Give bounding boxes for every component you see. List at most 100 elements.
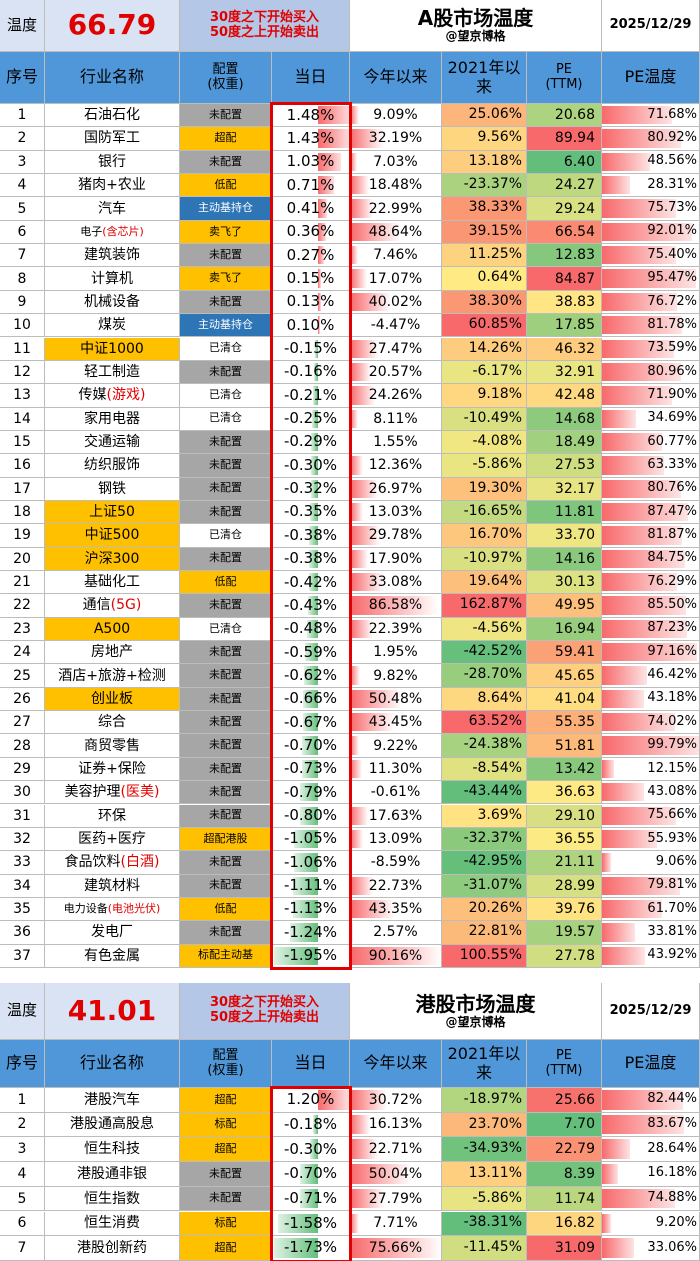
title-cell: A股市场温度 @望京博格 [350,0,602,52]
pe: 25.66 [527,1088,602,1113]
config: 未配置 [209,1166,242,1180]
column-header: 当日 [294,67,327,87]
industry: 电子 (含芯片) [45,220,180,245]
pe-temp-bar [602,1114,684,1135]
daily-value: -1.05% [283,829,338,848]
row-index: 13 [0,384,45,408]
pe-temp-bar [602,246,676,265]
row-index: 11 [13,340,31,357]
daily-bar [303,689,318,709]
pe: 31.09 [527,1236,602,1261]
pe-temp-value: 43.92% [647,947,697,963]
since-2021: -11.45% [442,1236,527,1261]
config: 未配置 [209,878,242,892]
ytd: 2.57% [350,921,442,945]
since-2021-value: -42.52% [463,643,522,660]
ytd: 7.46% [350,244,442,268]
row-index: 18 [13,504,31,521]
config: 未配置 [180,104,272,128]
column-header: PE温度 [602,1040,700,1088]
ytd-value: 22.99% [368,200,423,217]
pe-temp-value: 9.06% [655,853,697,869]
industry-name: 轻工制造 [84,363,140,380]
daily-bar [302,713,318,732]
daily: -0.70% [272,734,350,758]
industry-name: 建筑材料 [84,877,140,894]
column-header: 今年以来 [350,1040,442,1088]
pe-temp-bar [602,573,677,592]
row-index: 32 [13,830,31,847]
industry: 创业板 [45,687,180,712]
column-header: 序号 [5,1053,38,1073]
daily: -1.13% [272,897,350,922]
config: 未配置 [180,664,272,688]
industry: 猪肉+农业 [45,174,180,198]
pe-temp-value: 28.64% [647,1140,697,1156]
note: 30度之下开始买入 50度之上开始卖出 [180,983,350,1040]
ytd-bar [350,689,402,709]
ytd-value: 40.02% [368,293,423,310]
row-index: 22 [13,597,31,614]
daily-bar [309,549,318,568]
config: 未配置 [209,1191,242,1205]
daily: 0.15% [272,267,350,291]
row-index: 13 [13,387,31,404]
row-index: 4 [17,1165,27,1182]
since-2021: 23.70% [442,1112,527,1138]
daily: -0.70% [272,1162,350,1187]
daily-bar [318,199,328,218]
title: A股市场温度 [417,6,534,31]
industry-note: (游戏) [106,387,146,404]
since-2021-value: -42.95% [463,853,522,870]
pe-value: 42.48 [554,387,595,404]
column-header: 配置 (权重) [180,1040,272,1088]
ytd-value: 22.73% [368,877,423,894]
daily-value: -1.58% [283,1213,338,1232]
since-2021-value: -38.31% [463,1214,522,1231]
row-index: 26 [0,687,45,712]
title: 港股市场温度 [415,991,536,1016]
pe-value: 49.95 [554,597,595,614]
ytd-value: 27.79% [368,1190,423,1207]
since-2021-value: -10.49% [463,409,522,426]
config: 低配 [180,571,272,595]
daily-value: -0.71% [283,1189,338,1208]
ytd: -8.59% [350,851,442,875]
pe-temp-bar [602,736,699,755]
config: 已清仓 [180,337,272,361]
daily-value: -0.42% [283,572,338,591]
daily: -0.66% [272,687,350,712]
pe-temp: 84.75% [602,547,700,571]
ytd: 13.09% [350,827,442,852]
row-index: 5 [17,1190,27,1207]
since-2021: 11.25% [442,244,527,268]
ytd: 32.19% [350,127,442,151]
pe-temp-value: 43.18% [647,690,697,706]
pe-temp-value: 73.59% [647,340,697,356]
since-2021: 16.70% [442,524,527,548]
row-index: 24 [0,641,45,665]
config: 主动基持仓 [180,314,272,338]
config: 未配置 [180,874,272,898]
since-2021: 19.30% [442,477,527,501]
column-header: 2021年以来 [447,58,521,96]
daily-bar [294,829,318,849]
ytd-bar [350,1213,360,1234]
daily: -0.25% [272,407,350,431]
ytd-value: 7.46% [373,247,418,264]
since-2021-value: 23.70% [468,1115,522,1132]
ytd-bar [350,246,358,265]
daily-value: -0.62% [283,665,338,684]
daily: -0.79% [272,781,350,805]
date: 2025/12/29 [602,0,700,52]
ytd: 29.78% [350,524,442,548]
daily-bar [294,853,318,872]
industry: 港股汽车 [45,1088,180,1113]
config: 未配置 [209,481,242,495]
since-2021: -42.95% [442,851,527,875]
since-2021: 38.30% [442,290,527,315]
pe-temp-value: 75.40% [647,246,697,262]
pe: 24.27 [527,174,602,198]
since-2021-value: 20.26% [468,899,522,916]
daily-bar [300,1164,318,1184]
